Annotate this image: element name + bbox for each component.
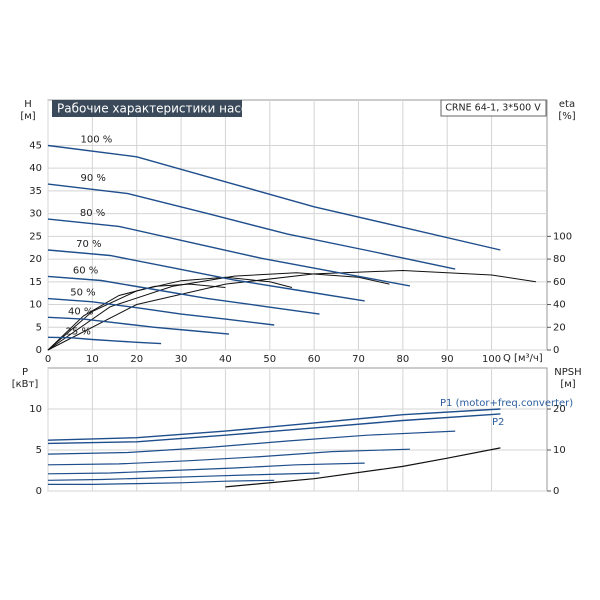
y-tick-label: 5 (36, 445, 42, 456)
head-curve (47, 336, 162, 345)
y2-tick-label: 100 (553, 231, 572, 242)
legend-label: P2 (492, 417, 504, 428)
y2-axis-unit: [%] (558, 111, 575, 122)
x-axis-label: Q [м³/ч] (503, 353, 543, 364)
curve-label: 100 % (81, 134, 113, 145)
curve-label: 90 % (81, 173, 106, 184)
y2-tick-label: 60 (553, 277, 566, 288)
y-tick-label: 20 (29, 254, 42, 265)
eta-curve (47, 272, 390, 351)
y2-tick-label: 0 (553, 486, 559, 497)
npsh-curve (225, 447, 501, 488)
power-curve (47, 408, 501, 441)
curve-label: 40 % (68, 306, 93, 317)
power-curve (47, 430, 456, 455)
x-tick-label: 90 (441, 354, 454, 365)
power-curve (48, 479, 275, 485)
x-tick-label: 100 (482, 354, 501, 365)
y-tick-label: 30 (29, 209, 42, 220)
head-curve (47, 183, 456, 270)
y-tick-label: 0 (36, 345, 42, 356)
y2-tick-label: 10 (553, 445, 566, 456)
y2-tick-label: 80 (553, 254, 566, 265)
x-tick-label: 10 (86, 354, 99, 365)
eta-curve (47, 283, 226, 351)
head-curve (47, 249, 365, 302)
curve-label: 70 % (76, 239, 101, 250)
y-tick-label: 10 (29, 300, 42, 311)
y-tick-label: 40 (29, 163, 42, 174)
x-tick-label: 50 (263, 354, 276, 365)
head-curve (47, 316, 230, 335)
model-box (440, 99, 547, 117)
head-curve (47, 144, 501, 251)
y2-tick-label: 0 (553, 345, 559, 356)
y2-tick-label: 40 (553, 300, 566, 311)
power-curve (47, 413, 501, 445)
y-tick-label: 25 (29, 231, 42, 242)
curve-label: 25 % (66, 326, 91, 337)
chart-title: Рабочие характеристики насоса (57, 102, 262, 116)
y-axis-label: P (22, 367, 28, 378)
title-box (52, 100, 242, 117)
y-tick-label: 15 (29, 277, 42, 288)
head-curve (47, 297, 275, 326)
x-tick-label: 70 (352, 354, 365, 365)
y2-tick-label: 20 (553, 404, 566, 415)
legend-label: P1 (motor+freq.converter) (440, 398, 573, 409)
power-curve (47, 472, 320, 481)
curve-label: 80 % (80, 208, 105, 219)
y-axis-unit: [кВт] (12, 379, 39, 390)
plot-area (47, 99, 548, 351)
x-tick-label: 30 (175, 354, 188, 365)
curve-label: 60 % (73, 265, 98, 276)
y-tick-label: 35 (29, 186, 42, 197)
x-tick-label: 80 (396, 354, 409, 365)
head-curve (47, 218, 411, 287)
x-tick-label: 0 (45, 354, 51, 365)
y-axis-label: H (24, 99, 32, 110)
y-tick-label: 10 (29, 404, 42, 415)
y-tick-label: 5 (36, 322, 42, 333)
power-curve (47, 448, 410, 466)
curve-layer (47, 144, 536, 488)
grid-layer (47, 99, 551, 492)
y2-axis-unit: [м] (560, 379, 575, 390)
x-tick-label: 60 (308, 354, 321, 365)
y2-axis-label: eta (559, 99, 575, 110)
x-tick-label: 20 (130, 354, 143, 365)
head-curve (47, 275, 320, 315)
y-axis-unit: [м] (20, 111, 35, 122)
y2-axis-label: NPSH (554, 367, 581, 378)
model-label: CRNE 64-1, 3*500 V (445, 103, 541, 114)
y2-tick-label: 20 (553, 322, 566, 333)
y-tick-label: 45 (29, 140, 42, 151)
text-layer: Рабочие характеристики насоса CRNE 64-1,… (12, 99, 582, 497)
curve-label: 50 % (70, 288, 95, 299)
eta-curve (47, 276, 293, 351)
x-tick-label: 40 (219, 354, 232, 365)
power-curve (47, 462, 365, 475)
y-tick-label: 0 (36, 486, 42, 497)
